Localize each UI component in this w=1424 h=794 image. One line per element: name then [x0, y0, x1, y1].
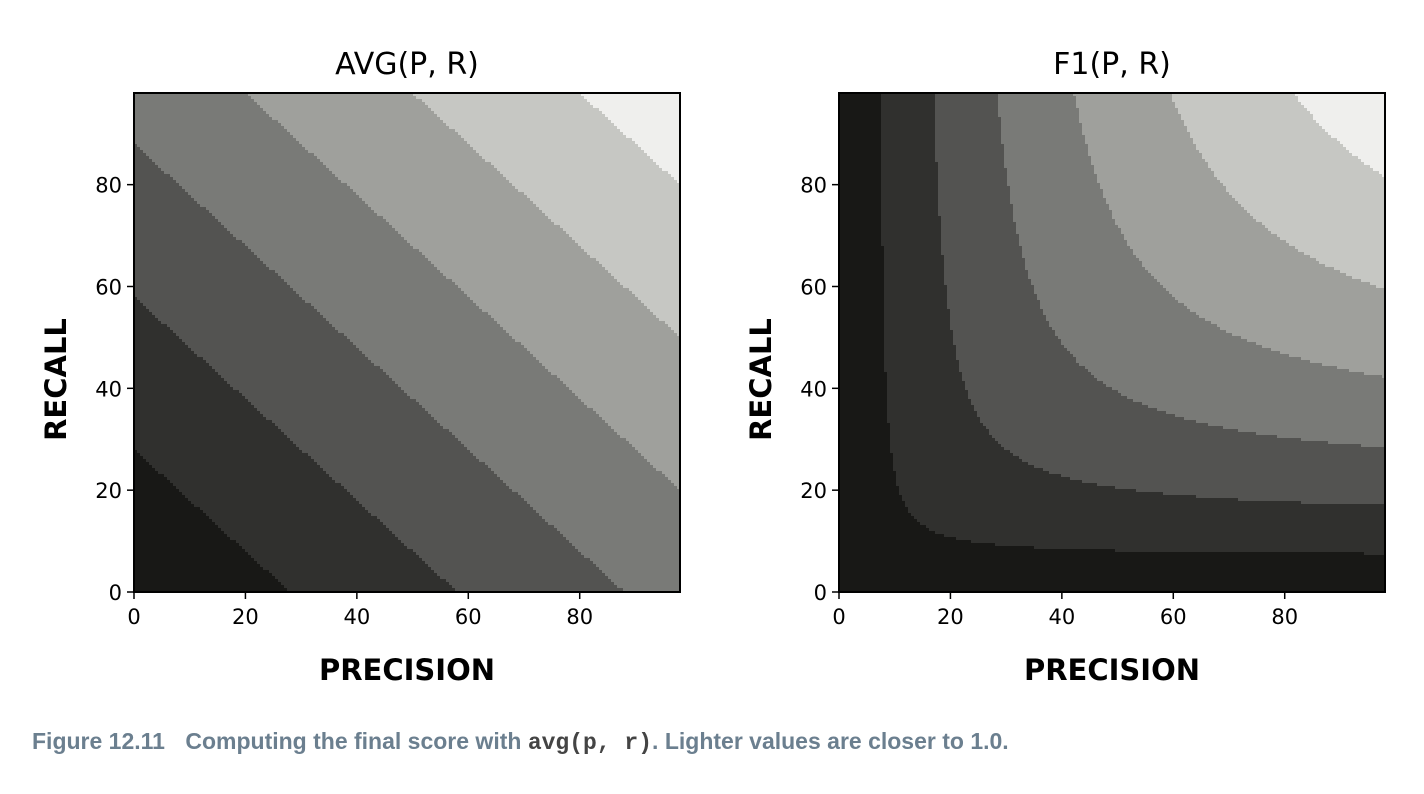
y-tick-label: 60: [95, 275, 122, 299]
y-tick-label: 80: [95, 174, 122, 198]
x-tick-label: 40: [343, 605, 370, 629]
x-tick-label: 60: [455, 605, 482, 629]
x-tick-label: 0: [832, 605, 845, 629]
y-tick-label: 0: [814, 581, 827, 605]
f1-chart-panel: 0 20 40 60 80 0 20 40 60 80 F1(P, R) PRECISION RECAL…: [744, 47, 1386, 687]
x-axis-label: PRECISION: [319, 653, 495, 687]
x-tick-label: 60: [1160, 605, 1187, 629]
x-tick-label: 20: [937, 605, 964, 629]
x-tick-label: 0: [127, 605, 140, 629]
chart-title: F1(P, R): [1053, 47, 1171, 82]
x-tick-label: 20: [232, 605, 259, 629]
y-tick-label: 40: [800, 377, 827, 401]
figure-caption: Figure 12.11 Computing the final score w…: [32, 728, 1009, 756]
x-tick-label: 80: [1271, 605, 1298, 629]
chart-title: AVG(P, R): [335, 47, 479, 82]
contour-field: [839, 93, 1386, 595]
x-tick-label: 40: [1048, 605, 1075, 629]
y-tick-label: 20: [95, 479, 122, 503]
y-tick-label: 60: [800, 275, 827, 299]
contour-field: [134, 93, 681, 595]
figure-number: Figure 12.11: [32, 728, 165, 754]
caption-text-end: . Lighter values are closer to 1.0.: [652, 728, 1009, 754]
caption-code: avg(p, r): [528, 730, 652, 756]
y-tick-label: 0: [109, 581, 122, 605]
y-axis-label: RECALL: [744, 318, 778, 441]
y-tick-label: 80: [800, 174, 827, 198]
y-tick-label: 40: [95, 377, 122, 401]
y-axis-label: RECALL: [39, 318, 73, 441]
avg-chart-panel: 0 20 40 60 80 0 20 40 60 80 AVG(P, R) PRECISION RECA…: [39, 47, 681, 687]
y-tick-label: 20: [800, 479, 827, 503]
x-tick-label: 80: [566, 605, 593, 629]
x-axis-label: PRECISION: [1024, 653, 1200, 687]
caption-text-start: Computing the final score with: [185, 728, 527, 754]
